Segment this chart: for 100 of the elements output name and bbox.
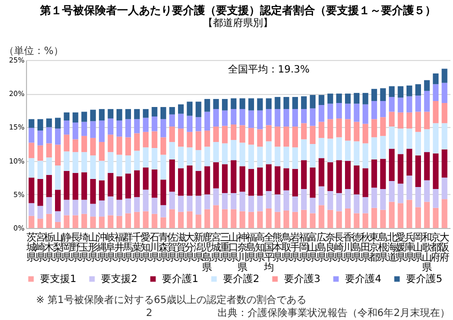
bar <box>257 211 263 228</box>
bar <box>388 126 395 149</box>
bar <box>327 191 334 210</box>
bar <box>424 202 430 228</box>
bar <box>81 214 88 228</box>
bar <box>81 172 88 200</box>
bar <box>98 142 105 161</box>
bar <box>292 126 298 148</box>
bar <box>371 188 378 208</box>
x-tick-label: 熊本県 <box>272 232 283 264</box>
bar <box>257 129 263 147</box>
bar <box>72 200 78 216</box>
bar <box>240 98 246 110</box>
bar <box>108 134 114 152</box>
bar <box>354 104 360 122</box>
bar <box>46 174 52 198</box>
bar <box>152 148 158 170</box>
bar <box>424 112 430 130</box>
bar <box>186 196 193 212</box>
bar <box>213 205 219 228</box>
bar <box>46 214 52 228</box>
bar <box>344 140 351 161</box>
bar <box>283 146 290 168</box>
x-tick-label: 山梨県 <box>52 232 63 264</box>
bar <box>257 146 263 168</box>
bar <box>142 211 149 228</box>
bar <box>344 189 351 209</box>
bar <box>336 211 342 228</box>
bar <box>222 110 228 126</box>
x-tick-label: 福岡県 <box>298 232 309 264</box>
bar <box>178 146 184 168</box>
bar <box>336 160 342 194</box>
bar <box>37 206 44 219</box>
bar <box>344 104 351 120</box>
bar <box>354 92 360 104</box>
bar <box>169 209 175 228</box>
bar <box>310 94 316 108</box>
bar <box>28 178 34 204</box>
x-tick-label: 富山県 <box>308 232 318 264</box>
x-tick-label: 石川県 <box>150 232 160 264</box>
bar <box>336 118 342 138</box>
bar <box>424 90 430 112</box>
bar <box>354 141 360 166</box>
bar <box>240 192 246 212</box>
bar <box>222 126 228 144</box>
bar <box>90 178 96 204</box>
bar <box>152 131 158 148</box>
bar <box>292 212 298 228</box>
bar <box>318 122 324 138</box>
bar <box>186 147 193 166</box>
bar <box>274 166 280 194</box>
bar <box>90 138 96 156</box>
bar <box>310 108 316 126</box>
bar <box>213 162 219 188</box>
bar <box>406 96 412 112</box>
chart-title: 第１号被保険者一人あたり要介護（要支援）認定者割合（要支援１～要介護５） <box>39 4 436 17</box>
legend-label: 要介護3 <box>284 273 320 285</box>
bar <box>160 107 166 120</box>
bar <box>336 193 342 212</box>
bar <box>432 100 439 124</box>
bar <box>160 205 166 218</box>
bar <box>292 147 298 169</box>
bar <box>213 126 219 142</box>
bar <box>64 151 70 171</box>
bar <box>266 164 272 192</box>
bar <box>301 189 307 210</box>
bar <box>240 142 246 166</box>
bar <box>257 98 263 110</box>
bar <box>406 148 412 176</box>
bar <box>55 118 61 129</box>
bar <box>142 132 149 148</box>
bar <box>362 104 368 124</box>
bar <box>46 127 52 144</box>
bar <box>230 140 236 160</box>
bar <box>196 170 202 196</box>
bar <box>266 141 272 164</box>
bar <box>301 123 307 140</box>
x-tick-label: 三重県 <box>220 232 230 264</box>
bar <box>406 128 412 149</box>
bar <box>301 160 307 190</box>
x-tick-label: 宮崎県 <box>35 232 46 264</box>
bar <box>230 98 236 110</box>
bar <box>142 109 149 118</box>
x-tick-label: 大分県 <box>184 232 195 264</box>
bar <box>169 142 175 160</box>
bar <box>213 188 219 206</box>
bar <box>240 166 246 192</box>
bar <box>108 118 114 135</box>
bar <box>55 166 61 190</box>
bar <box>152 107 158 116</box>
bar <box>415 155 421 188</box>
bar <box>301 210 307 228</box>
bar <box>37 160 44 179</box>
bar <box>406 112 412 129</box>
bar <box>327 119 334 139</box>
bar <box>98 216 105 228</box>
bar <box>98 180 105 200</box>
bar <box>134 197 140 212</box>
bar <box>116 154 122 176</box>
x-tick-label: 和歌山県 <box>422 232 432 274</box>
